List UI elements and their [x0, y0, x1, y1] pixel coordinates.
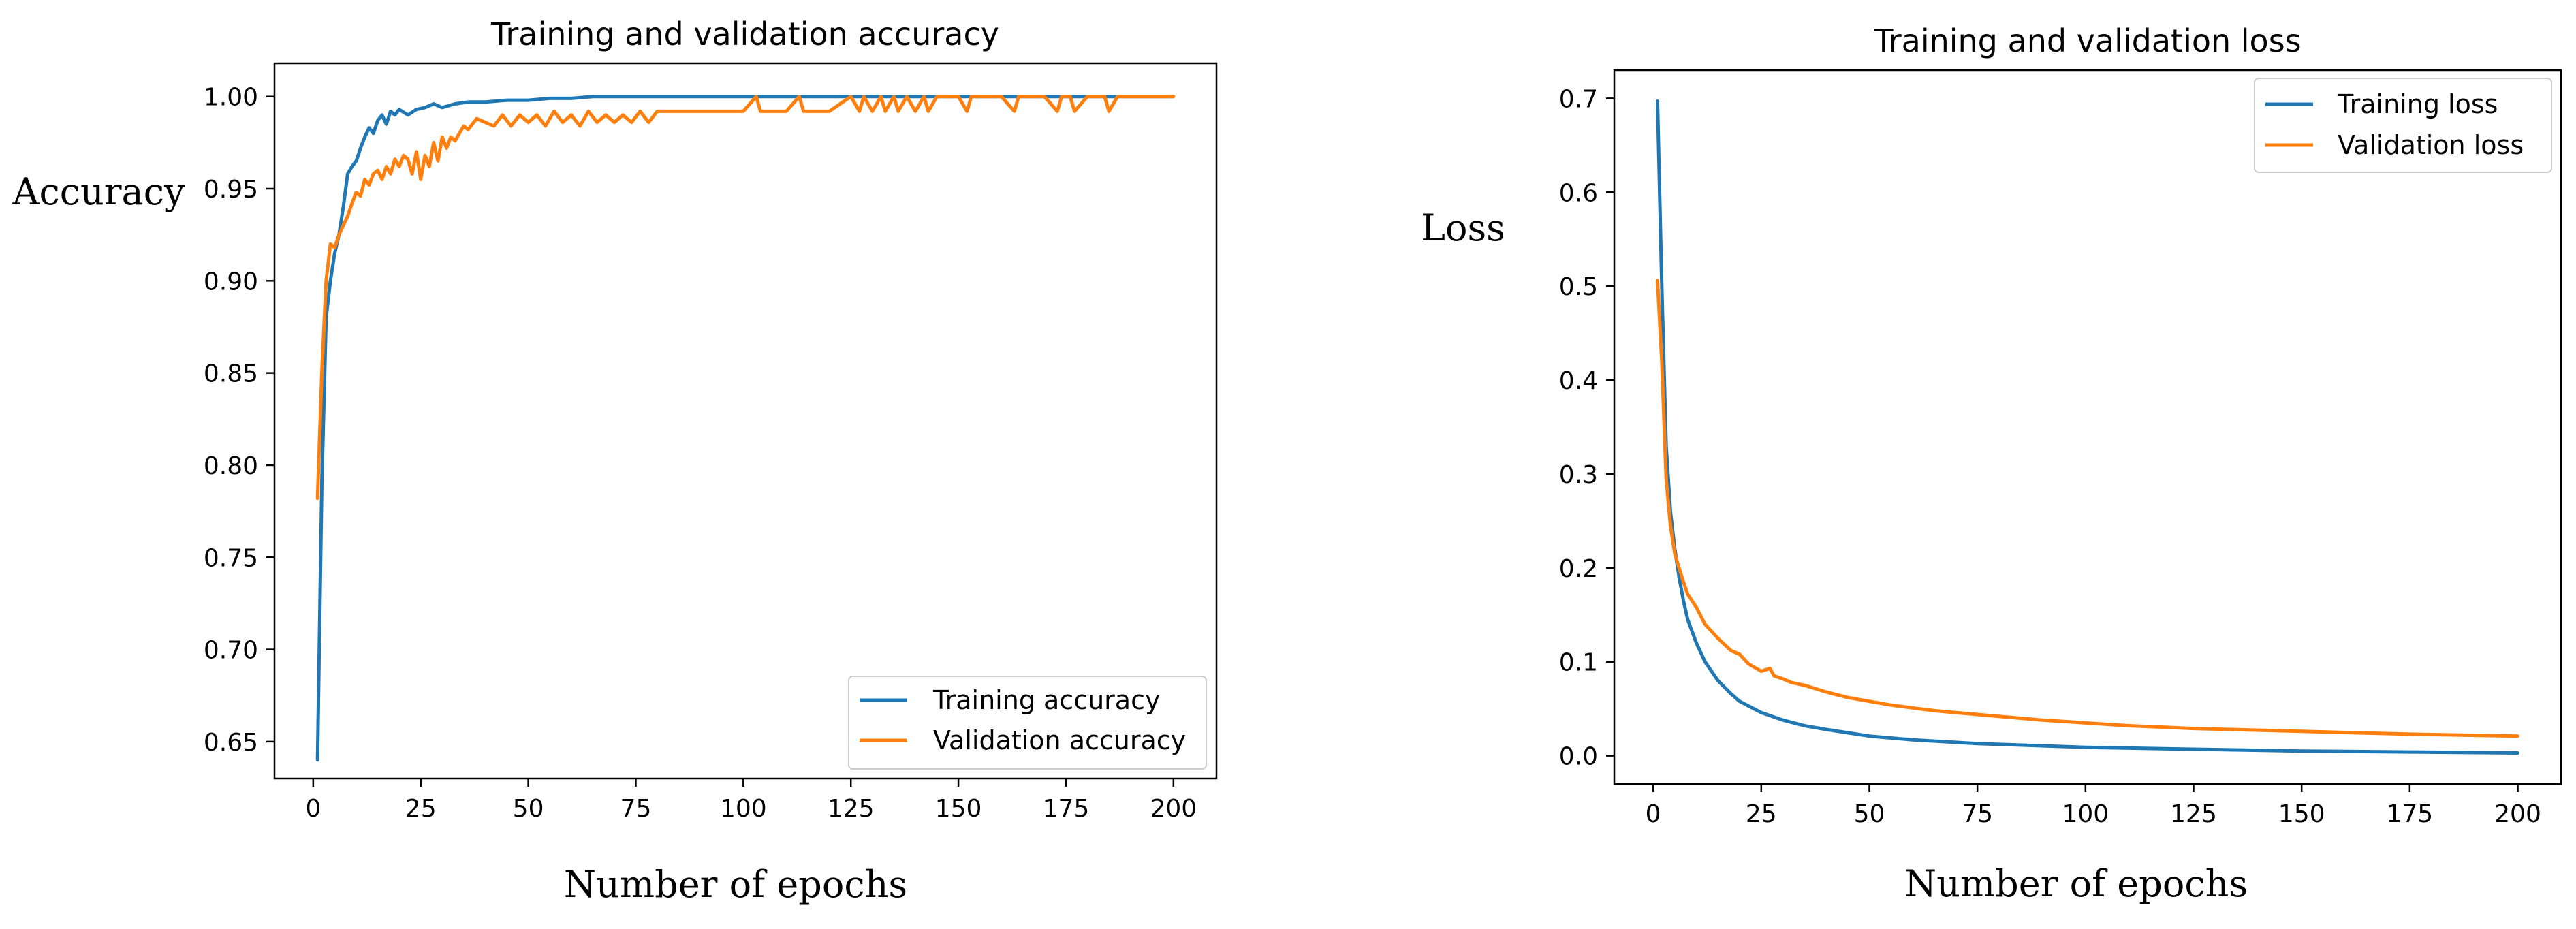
- accuracy-chart: Training and validation accuracy Number …: [12, 16, 1218, 906]
- loss-x-tick-label: 0: [1646, 800, 1661, 828]
- loss-y-tick-label: 0.7: [1559, 85, 1598, 113]
- accuracy-x-tick-label: 100: [720, 795, 767, 823]
- loss-x-axis-label: Number of epochs: [1904, 862, 2248, 905]
- accuracy-y-tick-label: 0.80: [204, 452, 258, 480]
- loss-x-tick-label: 100: [2062, 800, 2109, 828]
- legend-label-training-accuracy: Training accuracy: [932, 685, 1160, 715]
- accuracy-y-ticks: 0.65 0.70 0.75 0.80 0.85 0.90 0.95 1.00: [204, 84, 274, 757]
- accuracy-plot-frame: [273, 62, 1218, 780]
- accuracy-x-tick-label: 50: [513, 795, 544, 823]
- accuracy-chart-title: Training and validation accuracy: [490, 16, 999, 52]
- accuracy-x-tick-label: 150: [935, 795, 982, 823]
- accuracy-x-tick-label: 200: [1150, 795, 1197, 823]
- loss-chart: Training and validation loss Number of e…: [1421, 22, 2562, 905]
- loss-x-ticks: 0 25 50 75 100 125 150 175 200: [1646, 784, 2541, 828]
- legend-label-validation-accuracy: Validation accuracy: [933, 725, 1186, 755]
- loss-legend-box: [2254, 78, 2552, 173]
- accuracy-legend: Training accuracy Validation accuracy: [848, 676, 1207, 770]
- loss-plot-frame: [1613, 69, 2562, 785]
- accuracy-y-tick-label: 0.85: [204, 360, 258, 388]
- loss-y-tick-label: 0.5: [1559, 273, 1598, 301]
- loss-chart-title: Training and validation loss: [1873, 22, 2301, 59]
- loss-y-tick-label: 0.3: [1559, 461, 1598, 489]
- accuracy-y-tick-label: 1.00: [204, 84, 258, 112]
- legend-label-validation-loss: Validation loss: [2338, 130, 2524, 160]
- loss-x-tick-label: 50: [1854, 800, 1885, 828]
- loss-y-tick-label: 0.0: [1559, 743, 1598, 771]
- loss-x-tick-label: 200: [2494, 800, 2541, 828]
- accuracy-series: [315, 95, 1176, 762]
- loss-x-tick-label: 25: [1746, 800, 1777, 828]
- accuracy-x-tick-label: 125: [828, 795, 875, 823]
- series-line-training-accuracy: [315, 95, 1176, 762]
- accuracy-y-tick-label: 0.95: [204, 176, 258, 204]
- loss-y-ticks: 0.0 0.1 0.2 0.3 0.4 0.5 0.6 0.7: [1559, 85, 1614, 771]
- accuracy-legend-box: [848, 676, 1207, 770]
- loss-series: [1656, 99, 2519, 755]
- accuracy-y-tick-label: 0.75: [204, 544, 258, 572]
- loss-y-tick-label: 0.4: [1559, 367, 1598, 395]
- loss-y-axis-label: Loss: [1421, 206, 1505, 249]
- accuracy-x-ticks: 0 25 50 75 100 125 150 175 200: [305, 778, 1197, 823]
- series-line-validation-accuracy: [315, 95, 1176, 501]
- loss-x-tick-label: 75: [1962, 800, 1993, 828]
- loss-x-tick-label: 175: [2386, 800, 2433, 828]
- accuracy-x-axis-label: Number of epochs: [564, 863, 907, 906]
- accuracy-y-tick-label: 0.65: [204, 729, 258, 757]
- accuracy-x-tick-label: 0: [305, 795, 321, 823]
- legend-label-training-loss: Training loss: [2337, 89, 2498, 119]
- accuracy-y-axis-label: Accuracy: [12, 170, 185, 213]
- loss-y-tick-label: 0.6: [1559, 179, 1598, 207]
- series-line-validation-loss: [1656, 279, 2519, 738]
- accuracy-x-tick-label: 75: [621, 795, 652, 823]
- loss-y-tick-label: 0.1: [1559, 649, 1598, 677]
- loss-x-tick-label: 125: [2170, 800, 2217, 828]
- loss-legend: Training loss Validation loss: [2254, 78, 2552, 173]
- accuracy-x-tick-label: 25: [405, 795, 437, 823]
- accuracy-y-tick-label: 0.90: [204, 268, 258, 296]
- accuracy-x-tick-label: 175: [1043, 795, 1090, 823]
- loss-y-tick-label: 0.2: [1559, 555, 1598, 583]
- accuracy-y-tick-label: 0.70: [204, 637, 258, 665]
- loss-x-tick-label: 150: [2278, 800, 2325, 828]
